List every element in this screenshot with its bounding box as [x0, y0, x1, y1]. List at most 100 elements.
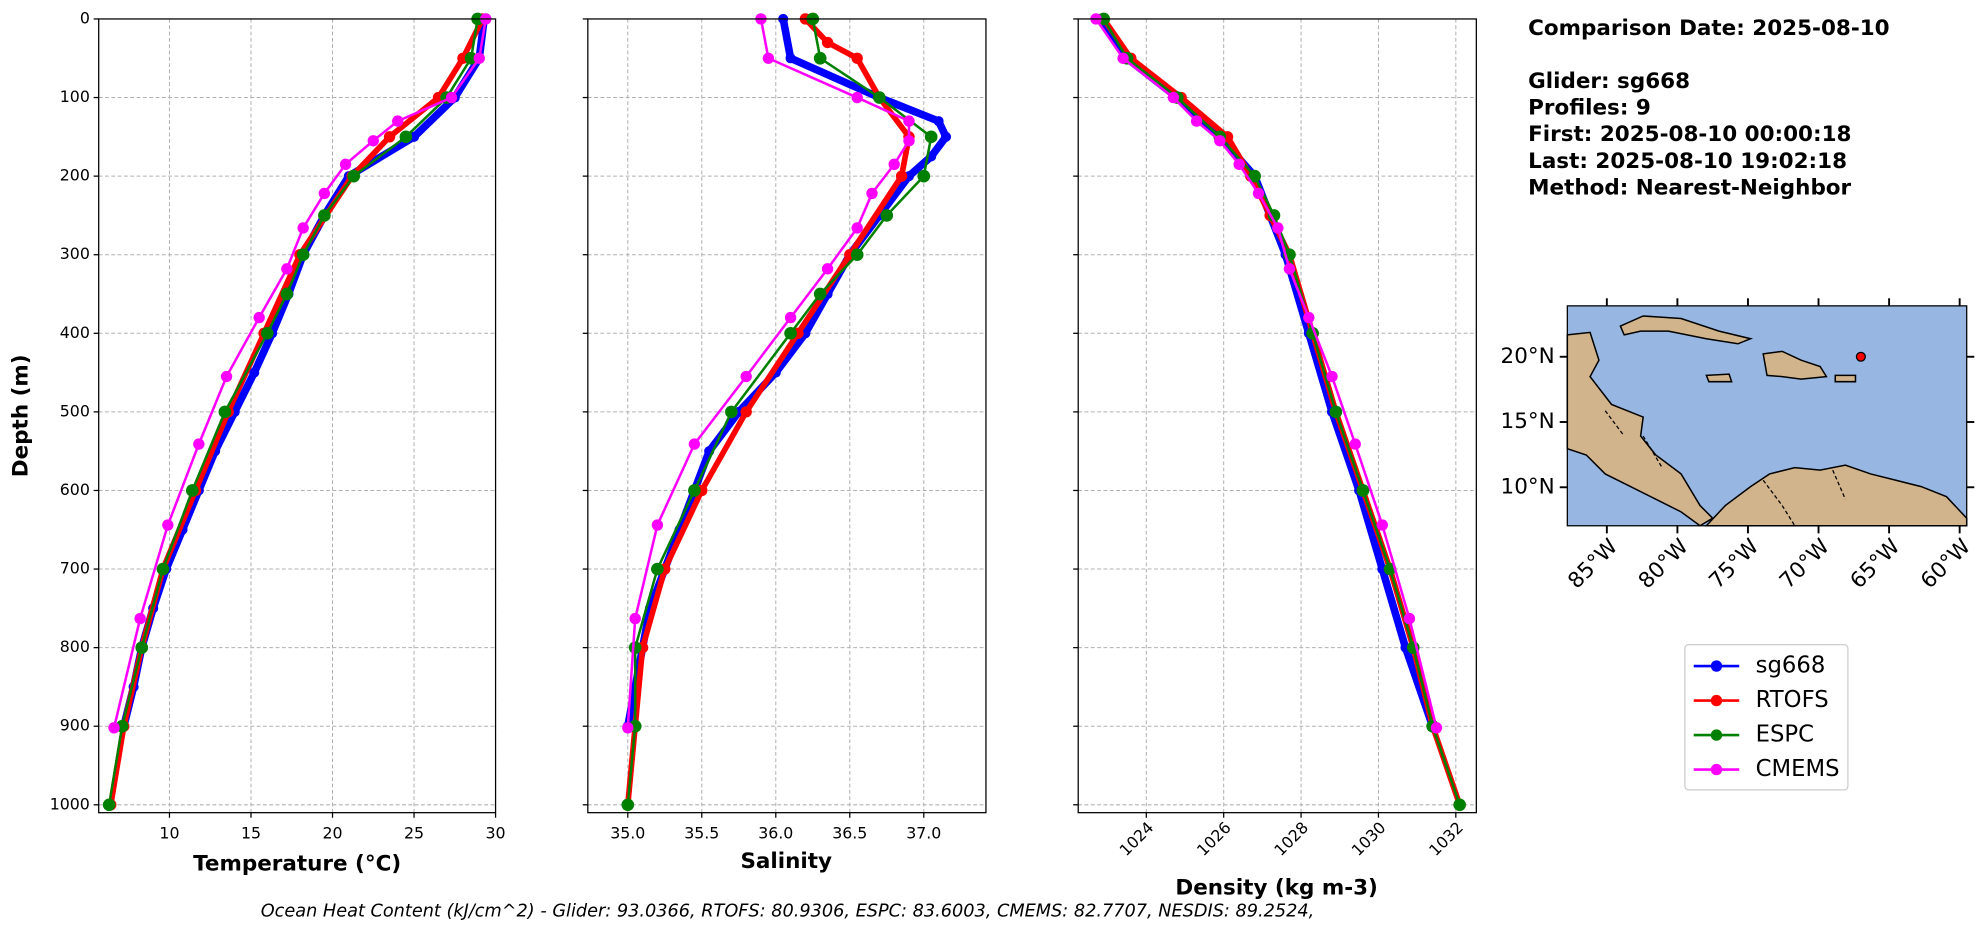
- y-axis-label: Depth (m): [9, 354, 34, 477]
- profile-marker: [651, 519, 664, 531]
- legend-marker: [1710, 660, 1723, 672]
- x-tick-label: 37.0: [906, 824, 941, 843]
- profile-marker: [193, 438, 205, 450]
- profile-marker: [1248, 169, 1261, 183]
- profile-marker: [249, 367, 260, 378]
- profile-line: [1102, 18, 1461, 806]
- y-tick-label: 600: [60, 480, 90, 499]
- profile-marker: [785, 53, 796, 64]
- y-tick-label: 1000: [50, 794, 90, 813]
- info-line: Comparison Date: 2025-08-10: [1528, 16, 1889, 41]
- y-tick-label: 20°N: [1501, 344, 1555, 369]
- profile-marker: [762, 52, 775, 64]
- land: [1834, 374, 1857, 383]
- profile-marker: [1326, 370, 1338, 383]
- profile-marker: [339, 158, 352, 171]
- profile-marker: [784, 311, 797, 324]
- profile-marker: [621, 798, 635, 812]
- profile-marker: [850, 248, 864, 262]
- profile-line: [120, 18, 488, 728]
- x-axis-label: Temperature (°C): [193, 851, 401, 876]
- axes-frame: [587, 18, 987, 814]
- profile-marker: [473, 52, 485, 64]
- x-tick-label: 15: [241, 824, 261, 843]
- x-tick-label: 10: [159, 824, 179, 843]
- legend-label: sg668: [1756, 653, 1826, 679]
- info-line: Glider: sg668: [1528, 69, 1690, 94]
- profile-marker: [880, 209, 894, 222]
- profile-marker: [821, 36, 834, 49]
- legend-box: [1684, 643, 1849, 791]
- profile-marker: [1329, 405, 1343, 419]
- info-line: Profiles: 9: [1528, 96, 1651, 121]
- map-frame: [1566, 305, 1968, 527]
- y-tick-label: 700: [60, 559, 90, 578]
- profile-marker: [156, 562, 170, 576]
- profile-marker: [399, 130, 413, 144]
- profile-marker: [347, 169, 361, 183]
- profile-line: [1096, 16, 1437, 728]
- panel: 1024 1026 1028 1030 1032: [1073, 12, 1477, 860]
- x-tick-label: 1032: [1425, 818, 1467, 860]
- profile-marker: [318, 187, 331, 200]
- x-tick-label: 60°W: [1916, 534, 1976, 594]
- profile-marker: [296, 248, 310, 262]
- profile-marker: [740, 406, 752, 418]
- profile-marker: [940, 131, 952, 142]
- legend-marker: [1710, 763, 1723, 776]
- profile-marker: [1349, 438, 1361, 450]
- profile-marker: [1233, 158, 1245, 171]
- x-tick-label: 1028: [1270, 818, 1312, 860]
- profile-marker: [185, 484, 199, 497]
- profile-marker: [924, 130, 938, 144]
- profile-marker: [464, 51, 478, 65]
- profile-marker: [1453, 798, 1467, 812]
- profile-marker: [162, 519, 174, 531]
- profile-marker: [629, 612, 641, 625]
- profile-marker: [281, 263, 293, 275]
- profile-marker: [1190, 115, 1203, 127]
- x-tick-label: 35.5: [684, 824, 719, 843]
- profile-marker: [1252, 187, 1265, 200]
- profile-marker: [895, 170, 908, 182]
- land: [1762, 350, 1828, 380]
- legend: sg668 RTOFS ESPC CMEMS: [1684, 643, 1849, 791]
- profile-marker: [260, 326, 274, 340]
- profile-marker: [651, 562, 664, 576]
- y-tick-label: 0: [80, 8, 90, 27]
- profile-marker: [933, 116, 944, 127]
- axes-frame: [1077, 18, 1477, 814]
- panel: 35.0 35.5 36.0 36.5 37.0: [582, 12, 987, 843]
- x-tick-label: 35.0: [610, 824, 645, 843]
- profile-marker: [813, 51, 827, 65]
- profile-marker: [1267, 209, 1281, 222]
- glider-location: [1855, 351, 1866, 362]
- profile-marker: [888, 158, 900, 171]
- profile-marker: [725, 405, 738, 419]
- land: [1704, 464, 1968, 527]
- info-line: Last: 2025-08-10 19:02:18: [1528, 149, 1847, 174]
- panel: 0 100 200 300 400 500 600 700 800 900 1000 10 15 20 25…: [50, 8, 506, 842]
- land: [1619, 315, 1754, 345]
- profile-marker: [851, 91, 863, 104]
- y-tick-label: 900: [60, 716, 90, 735]
- profile-marker: [1283, 263, 1296, 275]
- x-tick-label: 1026: [1193, 818, 1235, 860]
- x-tick-label: 85°W: [1563, 534, 1623, 594]
- profile-marker: [218, 405, 232, 419]
- profile-marker: [135, 641, 149, 654]
- x-tick-label: 36.5: [832, 824, 867, 843]
- profile-marker: [851, 52, 863, 64]
- profile-marker: [903, 115, 915, 127]
- profile-marker: [280, 287, 294, 301]
- x-tick-label: 1030: [1348, 818, 1390, 860]
- y-tick-label: 15°N: [1501, 409, 1555, 434]
- profile-marker: [1376, 519, 1388, 531]
- profile-marker: [628, 641, 642, 654]
- profile-marker: [1167, 91, 1180, 104]
- profile-marker: [1403, 612, 1416, 625]
- x-axis-label: Density (kg m-3): [1175, 876, 1378, 901]
- profile-marker: [784, 326, 797, 340]
